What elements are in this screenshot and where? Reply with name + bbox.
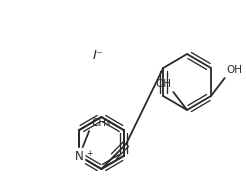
Text: CH₃: CH₃ [91,118,110,128]
Text: N: N [75,149,84,162]
Text: I⁻: I⁻ [93,48,104,61]
Text: OH: OH [155,79,171,89]
Text: +: + [86,149,92,158]
Text: OH: OH [227,65,243,75]
